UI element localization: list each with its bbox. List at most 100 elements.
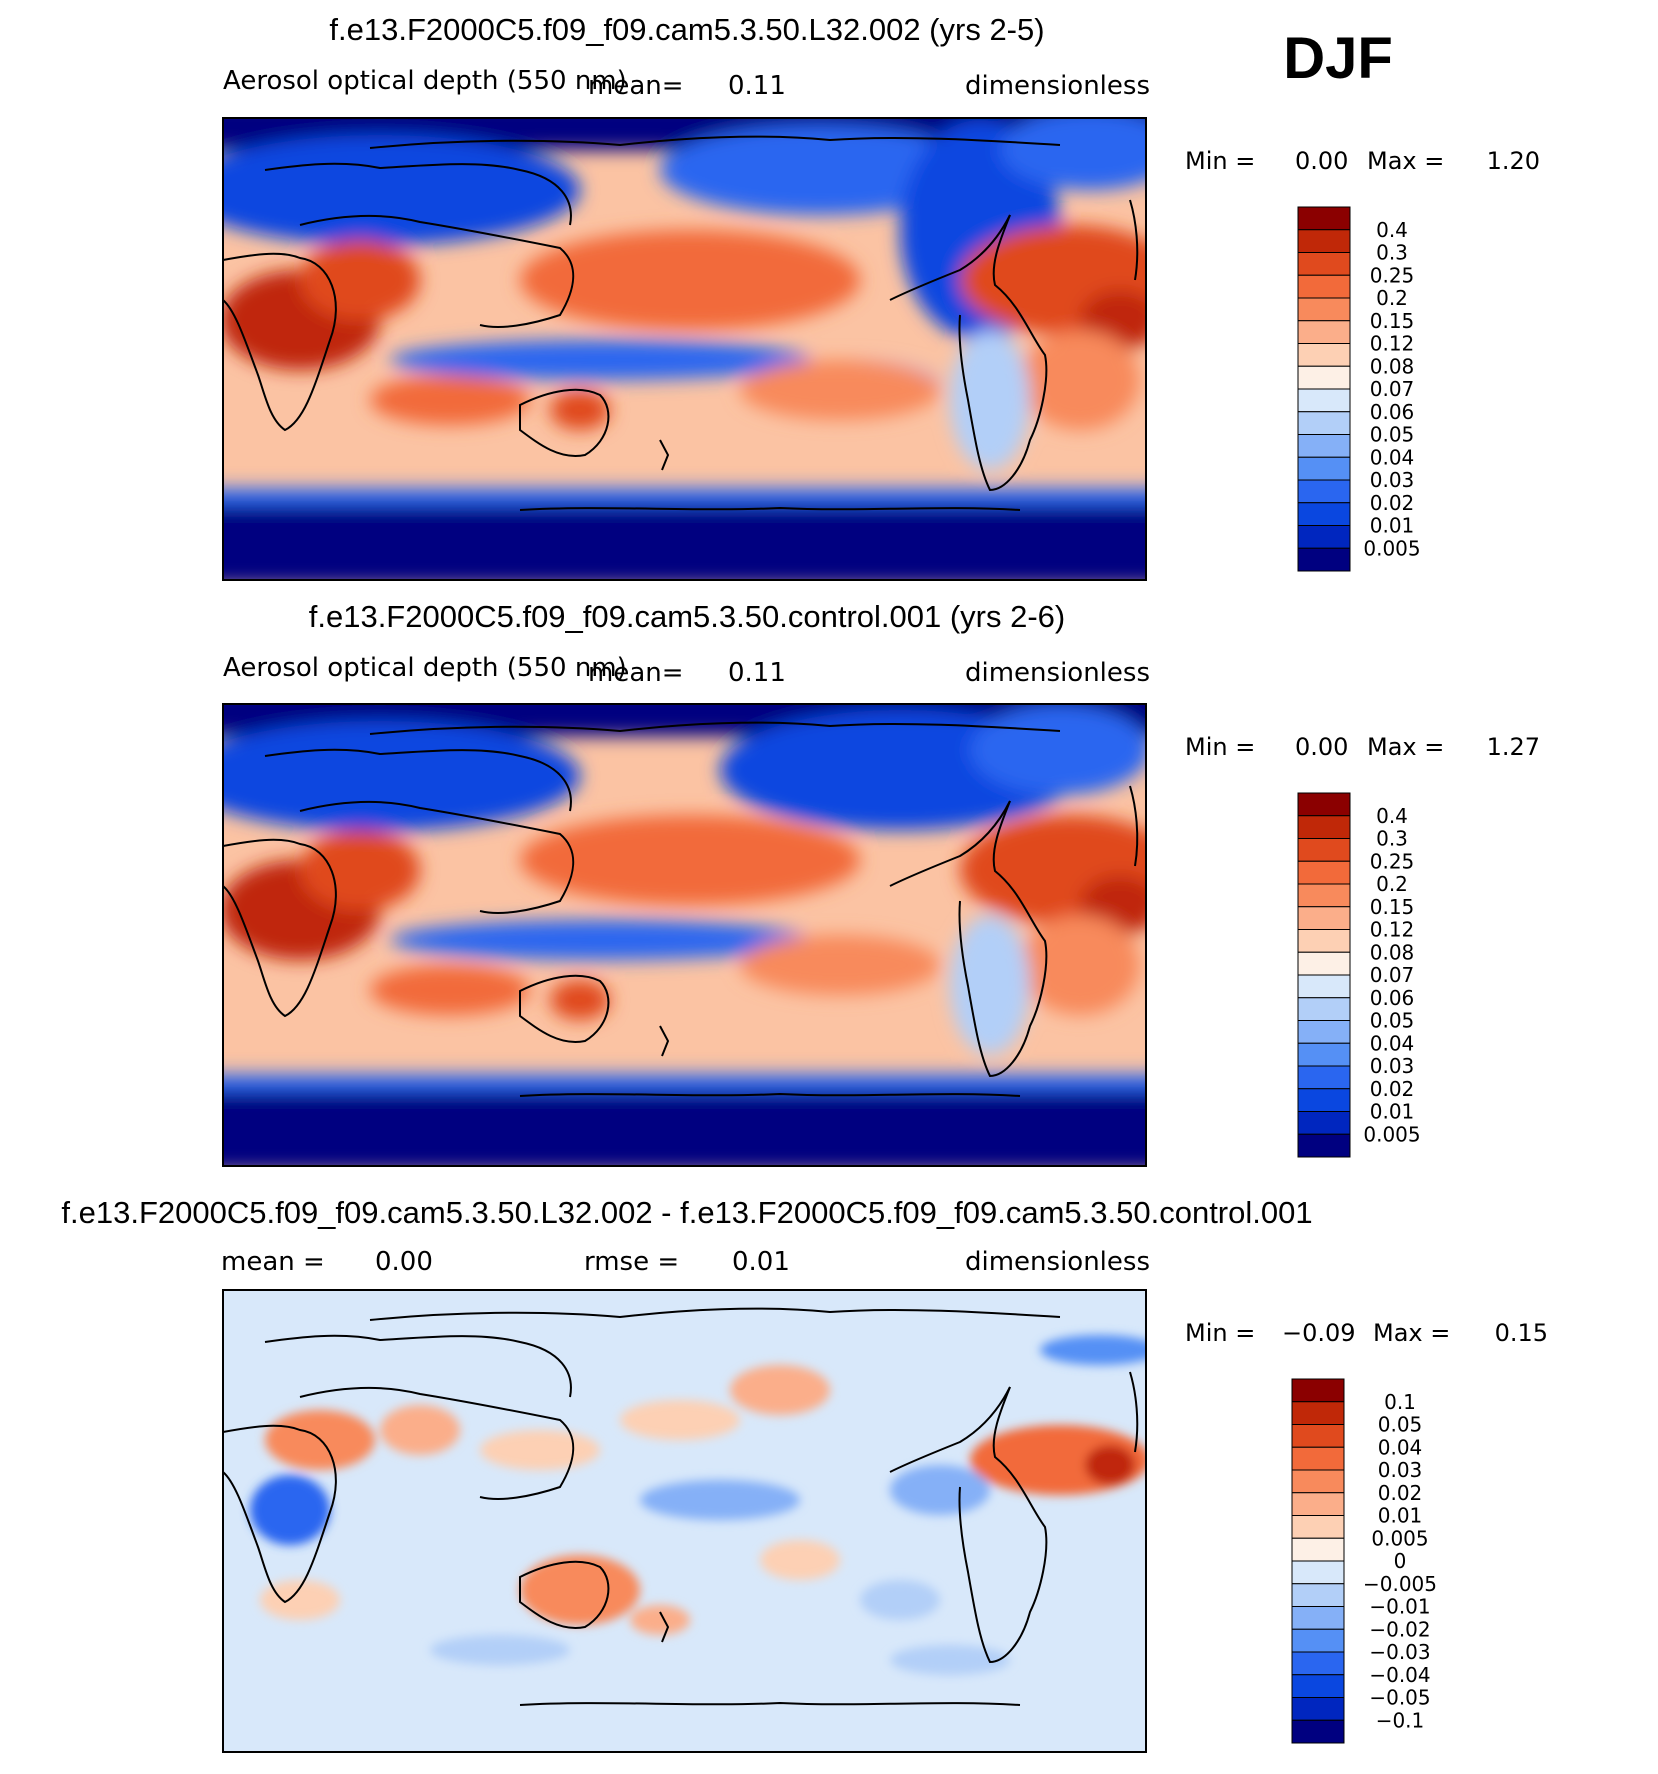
colorbar-box bbox=[1291, 1492, 1345, 1516]
colorbar-level-label: 0.05 bbox=[1370, 423, 1415, 447]
colorbar-box bbox=[1291, 1401, 1345, 1425]
colorbar-box bbox=[1297, 974, 1351, 999]
colorbar-level-label: 0.04 bbox=[1370, 445, 1415, 469]
panel-2-max-value: 1.27 bbox=[1487, 733, 1540, 761]
colorbar-box bbox=[1297, 388, 1351, 413]
panel-2-mean-value: 0.11 bbox=[728, 658, 786, 688]
panel-1-coastlines bbox=[223, 135, 1139, 511]
colorbar-level-label: −0.04 bbox=[1369, 1663, 1430, 1687]
colorbar-level-label: 0.03 bbox=[1370, 468, 1415, 492]
panel-3-rmse-label: rmse = bbox=[584, 1247, 679, 1277]
colorbar-box bbox=[1297, 1020, 1351, 1044]
colorbar-level-label: 0.08 bbox=[1370, 354, 1415, 378]
colorbar-level-label: 0.02 bbox=[1370, 491, 1415, 515]
colorbar-box bbox=[1297, 951, 1351, 976]
colorbar-level-label: 0.06 bbox=[1370, 400, 1415, 424]
colorbar-box bbox=[1297, 860, 1351, 885]
colorbar-box bbox=[1291, 1628, 1345, 1653]
colorbar-box bbox=[1297, 343, 1351, 367]
colorbar-level-label: 0.005 bbox=[1363, 536, 1420, 560]
panel-3-frame bbox=[222, 1289, 1147, 1753]
panel-1-title: f.e13.F2000C5.f09_f09.cam5.3.50.L32.002 … bbox=[329, 12, 1044, 47]
colorbar-level-label: 0.25 bbox=[1370, 263, 1415, 287]
colorbar-level-label: 0.2 bbox=[1376, 286, 1408, 310]
colorbar-box bbox=[1297, 1133, 1351, 1158]
panel-3-max-label: Max = bbox=[1373, 1319, 1450, 1347]
colorbar-box bbox=[1297, 365, 1351, 390]
colorbar-level-label: 0.005 bbox=[1363, 1122, 1420, 1146]
colorbar-level-label: −0.005 bbox=[1363, 1572, 1437, 1596]
panel-3-mean-label: mean = bbox=[221, 1247, 325, 1277]
colorbar-level-label: 0.02 bbox=[1378, 1481, 1423, 1505]
colorbar-level-label: 0.3 bbox=[1376, 827, 1408, 851]
colorbar-box bbox=[1297, 1111, 1351, 1135]
colorbar-level-label: 0.07 bbox=[1370, 377, 1415, 401]
panel-2-title: f.e13.F2000C5.f09_f09.cam5.3.50.control.… bbox=[309, 599, 1066, 634]
colorbar-box bbox=[1297, 1042, 1351, 1067]
colorbar-level-label: 0.15 bbox=[1370, 309, 1415, 333]
panel-3-units: dimensionless bbox=[965, 1247, 1150, 1277]
colorbar-box bbox=[1297, 456, 1351, 481]
colorbar-box bbox=[1297, 274, 1351, 299]
panel-1-variable-label: Aerosol optical depth (550 nm) bbox=[223, 66, 627, 96]
colorbar-box bbox=[1297, 206, 1351, 231]
colorbar-box bbox=[1297, 479, 1351, 504]
panel-2-units: dimensionless bbox=[965, 658, 1150, 688]
panel-3-coastlines bbox=[223, 1307, 1139, 1706]
colorbar-level-label: 0.2 bbox=[1376, 872, 1408, 896]
panel-3-map bbox=[223, 1290, 1146, 1752]
panel-2: f.e13.F2000C5.f09_f09.cam5.3.50.control.… bbox=[222, 599, 1540, 1167]
colorbar-box bbox=[1297, 229, 1351, 253]
colorbar-box bbox=[1297, 434, 1351, 458]
colorbar-box bbox=[1291, 1560, 1345, 1585]
colorbar-box bbox=[1291, 1583, 1345, 1607]
panel-2-max-label: Max = bbox=[1367, 733, 1444, 761]
panel-1: f.e13.F2000C5.f09_f09.cam5.3.50.L32.002 … bbox=[222, 12, 1540, 581]
colorbar-level-label: 0.01 bbox=[1370, 1100, 1415, 1124]
panel-2-colorbar: 0.40.30.250.20.150.120.080.070.060.050.0… bbox=[1297, 792, 1421, 1158]
panel-1-colorbar: 0.40.30.250.20.150.120.080.070.060.050.0… bbox=[1297, 206, 1421, 572]
panel-1-frame bbox=[222, 117, 1147, 581]
colorbar-box bbox=[1291, 1651, 1345, 1676]
colorbar-level-label: 0.1 bbox=[1384, 1390, 1416, 1414]
colorbar-level-label: 0.03 bbox=[1370, 1054, 1415, 1078]
panel-2-map bbox=[223, 704, 1146, 1166]
colorbar-level-label: 0.07 bbox=[1370, 963, 1415, 987]
colorbar-box bbox=[1297, 1065, 1351, 1090]
panel-3: f.e13.F2000C5.f09_f09.cam5.3.50.L32.002 … bbox=[61, 1195, 1548, 1753]
colorbar-level-label: 0.12 bbox=[1370, 332, 1415, 356]
colorbar-level-label: 0.15 bbox=[1370, 895, 1415, 919]
colorbar-box bbox=[1297, 252, 1351, 276]
panel-2-min-label: Min = bbox=[1185, 733, 1255, 761]
panel-2-coastlines bbox=[223, 721, 1139, 1097]
colorbar-level-label: 0.01 bbox=[1378, 1504, 1423, 1528]
colorbar-box bbox=[1297, 997, 1351, 1021]
panel-1-map bbox=[223, 118, 1146, 580]
colorbar-box bbox=[1291, 1719, 1345, 1744]
colorbar-level-label: 0.4 bbox=[1376, 804, 1408, 828]
colorbar-box bbox=[1291, 1446, 1345, 1471]
colorbar-box bbox=[1297, 929, 1351, 953]
colorbar-box bbox=[1291, 1537, 1345, 1562]
panel-1-max-value: 1.20 bbox=[1487, 147, 1540, 175]
colorbar-level-label: 0.04 bbox=[1370, 1031, 1415, 1055]
panel-1-min-label: Min = bbox=[1185, 147, 1255, 175]
colorbar-level-label: 0.04 bbox=[1378, 1435, 1423, 1459]
panel-3-min-value: −0.09 bbox=[1282, 1319, 1356, 1347]
panel-1-mean-label: mean= bbox=[588, 71, 684, 101]
colorbar-level-label: −0.02 bbox=[1369, 1617, 1430, 1641]
panel-1-units: dimensionless bbox=[965, 71, 1150, 101]
colorbar-box bbox=[1297, 297, 1351, 322]
colorbar-box bbox=[1291, 1424, 1345, 1448]
colorbar-level-label: 0.03 bbox=[1378, 1458, 1423, 1482]
colorbar-box bbox=[1297, 1088, 1351, 1112]
colorbar-level-label: −0.05 bbox=[1369, 1686, 1430, 1710]
colorbar-level-label: 0.06 bbox=[1370, 986, 1415, 1010]
colorbar-level-label: 0.02 bbox=[1370, 1077, 1415, 1101]
colorbar-box bbox=[1291, 1469, 1345, 1494]
colorbar-level-label: 0.25 bbox=[1370, 849, 1415, 873]
panel-1-mean-value: 0.11 bbox=[728, 71, 786, 101]
colorbar-box bbox=[1291, 1515, 1345, 1539]
panel-1-max-label: Max = bbox=[1367, 147, 1444, 175]
